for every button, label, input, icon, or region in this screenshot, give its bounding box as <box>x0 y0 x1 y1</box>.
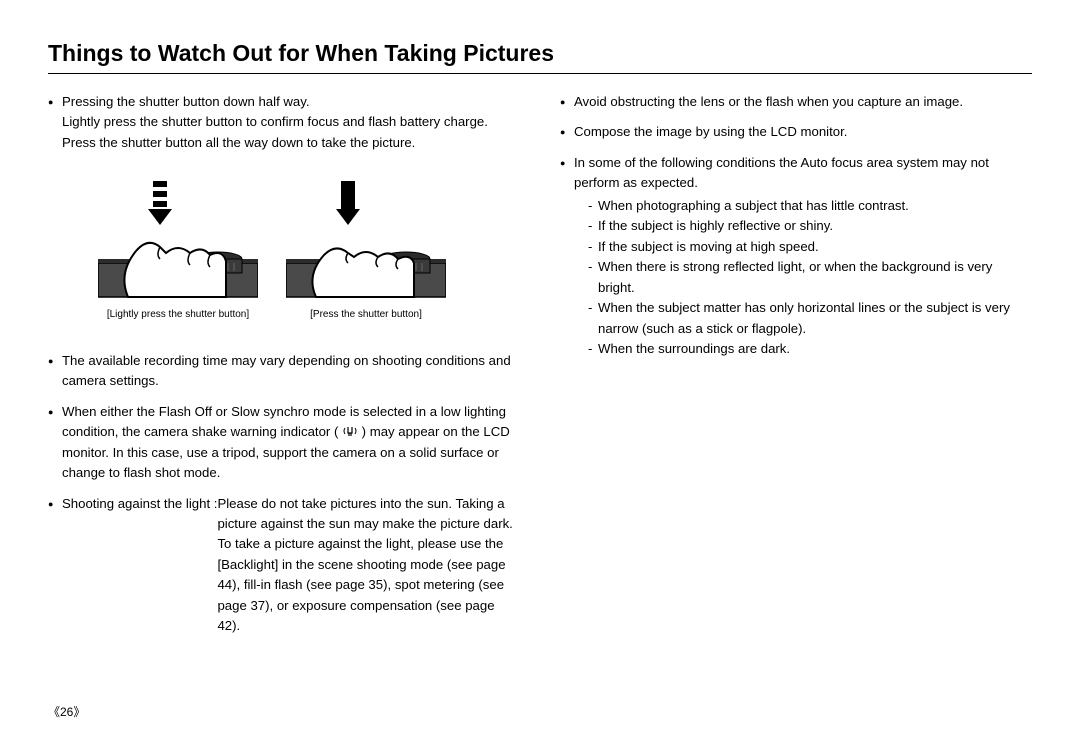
dash-list: When photographing a subject that has li… <box>574 196 1032 360</box>
figure-full-press: [Press the shutter button] <box>286 173 446 323</box>
bullet-shooting-against-light: Shooting against the light : Please do n… <box>48 494 520 637</box>
dash-item: When photographing a subject that has li… <box>588 196 1032 216</box>
dash-item: If the subject is moving at high speed. <box>588 237 1032 257</box>
dash-item: When there is strong reflected light, or… <box>588 257 1032 298</box>
bullet-autofocus-conditions: In some of the following conditions the … <box>560 153 1032 360</box>
text: When either the Flash Off or Slow synchr… <box>62 404 510 480</box>
bullet-avoid-obstructing: Avoid obstructing the lens or the flash … <box>560 92 1032 112</box>
text: The available recording time may vary de… <box>62 353 511 388</box>
text: Avoid obstructing the lens or the flash … <box>574 94 963 109</box>
dash-item: If the subject is highly reflective or s… <box>588 216 1032 236</box>
text: In some of the following conditions the … <box>574 155 989 190</box>
text: Pressing the shutter button down half wa… <box>62 94 310 109</box>
text: Compose the image by using the LCD monit… <box>574 124 847 139</box>
bullet-flash-off-warning: When either the Flash Off or Slow synchr… <box>48 402 520 484</box>
camera-shake-icon <box>342 425 358 437</box>
figure-row: [Lightly press the shutter button] <box>98 173 520 323</box>
text: Lightly press the shutter button to conf… <box>62 114 488 129</box>
bullet-shutter-halfway: Pressing the shutter button down half wa… <box>48 92 520 153</box>
text: Press the shutter button all the way dow… <box>62 135 415 150</box>
dash-item: When the subject matter has only horizon… <box>588 298 1032 339</box>
lead-text: Shooting against the light : <box>62 494 217 637</box>
manual-page: Things to Watch Out for When Taking Pict… <box>0 0 1080 746</box>
figure-caption: [Press the shutter button] <box>310 307 422 323</box>
figure-caption: [Lightly press the shutter button] <box>107 307 249 323</box>
bullet-recording-time: The available recording time may vary de… <box>48 351 520 392</box>
dash-item: When the surroundings are dark. <box>588 339 1032 359</box>
right-column: Avoid obstructing the lens or the flash … <box>560 92 1032 647</box>
illustration-full-press <box>286 173 446 301</box>
arrow-down-solid-icon <box>336 181 360 225</box>
two-column-layout: Pressing the shutter button down half wa… <box>48 92 1032 647</box>
rest-text: Please do not take pictures into the sun… <box>217 494 520 637</box>
page-title: Things to Watch Out for When Taking Pict… <box>48 40 1032 74</box>
page-number: 《26》 <box>48 703 85 720</box>
bullet-compose-lcd: Compose the image by using the LCD monit… <box>560 122 1032 142</box>
left-column: Pressing the shutter button down half wa… <box>48 92 520 647</box>
figure-light-press: [Lightly press the shutter button] <box>98 173 258 323</box>
illustration-light-press <box>98 173 258 301</box>
arrow-down-dashed-icon <box>148 181 172 225</box>
